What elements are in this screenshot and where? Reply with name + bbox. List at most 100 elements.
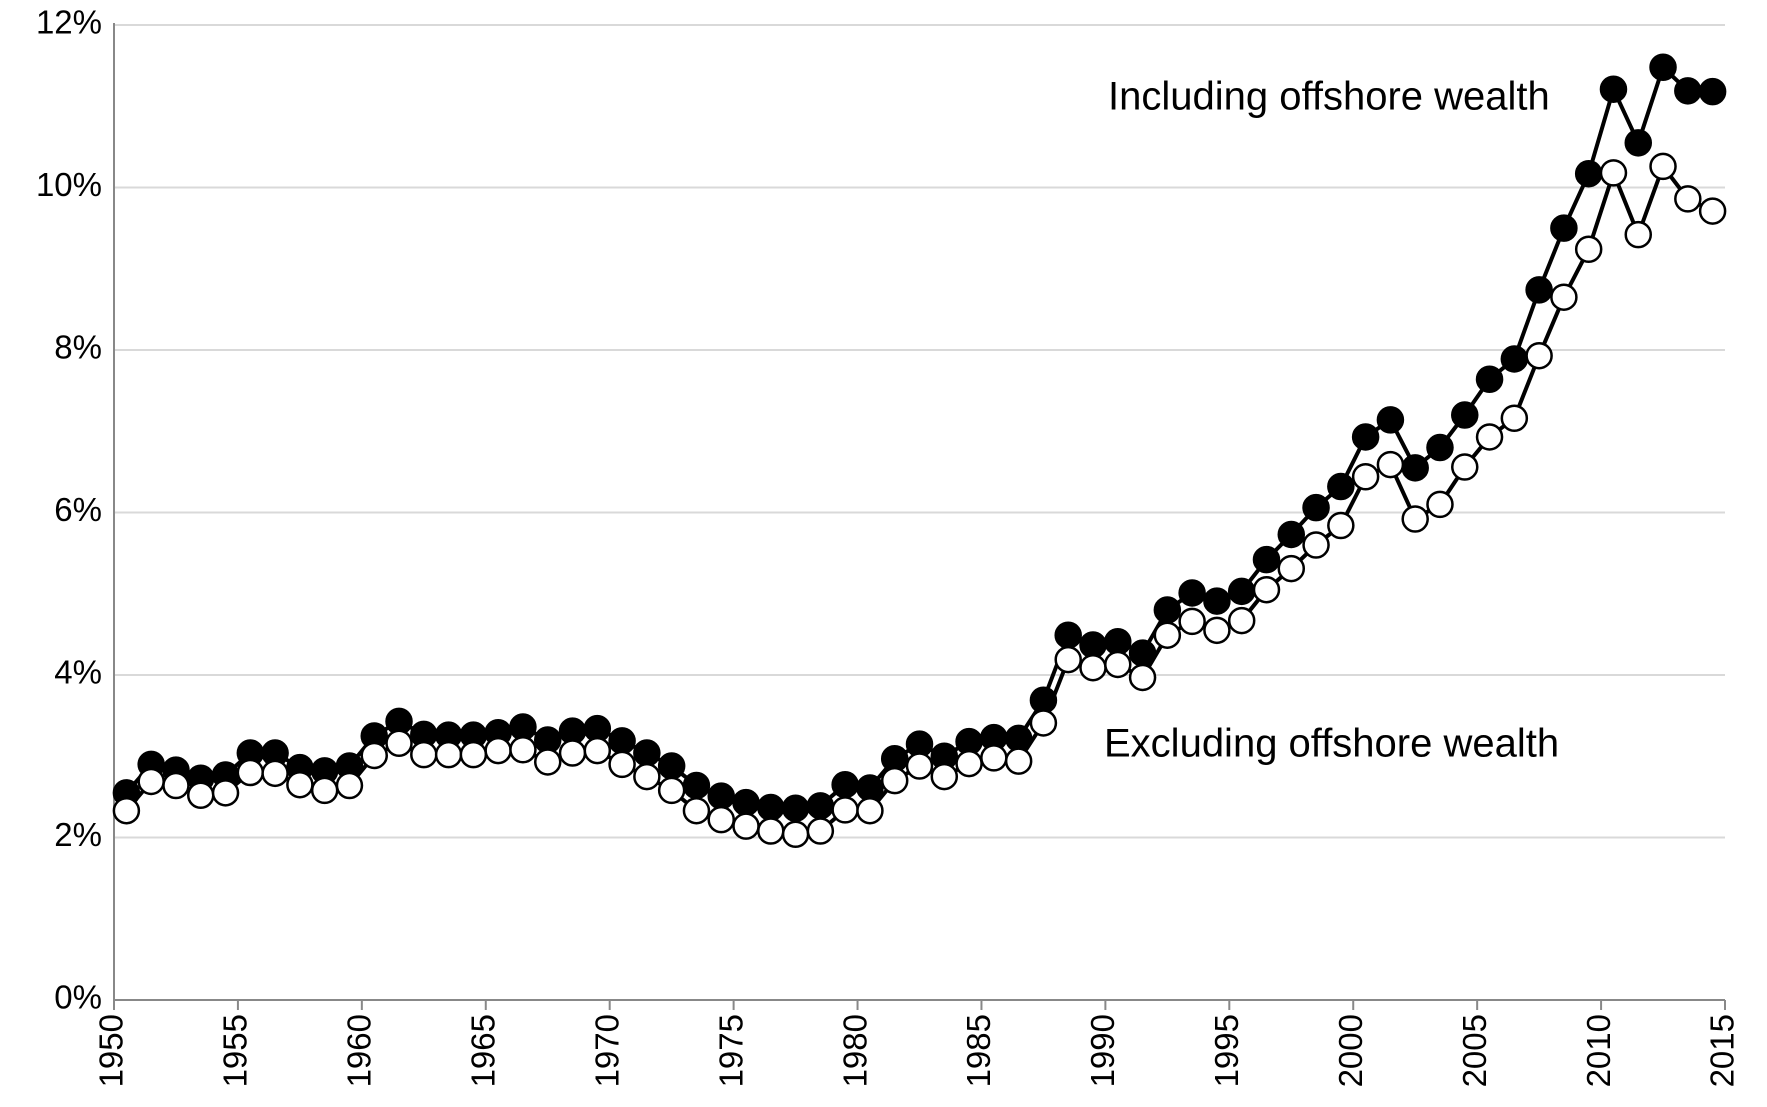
y-tick-label: 2% (54, 816, 102, 853)
data-point (1649, 53, 1677, 81)
data-point (1550, 214, 1578, 242)
data-point (1451, 453, 1479, 481)
data-point (1277, 554, 1306, 583)
data-point (236, 758, 265, 787)
data-point (1599, 75, 1628, 103)
data-point (1178, 579, 1206, 607)
data-point (385, 729, 413, 757)
data-point (633, 762, 661, 791)
data-point (831, 770, 859, 799)
data-point (1004, 747, 1033, 775)
data-point (1252, 575, 1281, 604)
data-point (211, 779, 240, 807)
data-point (509, 736, 537, 764)
x-tick-label: 1990 (1084, 1014, 1121, 1087)
data-point (1574, 235, 1603, 263)
data-point (980, 744, 1008, 772)
data-point (1426, 490, 1454, 519)
y-tick-label: 10% (36, 166, 102, 203)
data-point (1426, 433, 1454, 462)
data-point (1104, 627, 1132, 656)
data-point (831, 796, 859, 824)
data-point (310, 776, 339, 805)
data-point (1004, 724, 1033, 753)
data-point (1401, 505, 1429, 533)
data-point (707, 782, 735, 810)
data-point (583, 736, 612, 765)
data-point (1525, 276, 1553, 304)
data-point (1698, 77, 1727, 106)
x-tick-label: 1985 (960, 1014, 997, 1087)
data-point (186, 781, 215, 809)
y-tick-label: 6% (54, 491, 102, 528)
data-point (1029, 686, 1058, 714)
data-point (1178, 607, 1206, 636)
data-point (707, 805, 735, 834)
data-point (1376, 450, 1405, 479)
x-tick-label: 2005 (1456, 1014, 1493, 1087)
data-point (657, 752, 686, 780)
data-point (1351, 463, 1380, 491)
data-point (1451, 401, 1479, 429)
data-point (1079, 653, 1107, 682)
data-point (1054, 621, 1082, 649)
data-point (633, 739, 661, 767)
x-tick-label: 1965 (464, 1014, 501, 1087)
data-point (856, 774, 884, 802)
x-tick-label: 2015 (1704, 1014, 1741, 1087)
data-point (261, 759, 289, 788)
data-point (1153, 596, 1182, 624)
data-point (1302, 493, 1330, 522)
x-tick-label: 1995 (1208, 1014, 1245, 1087)
data-point (1203, 587, 1231, 615)
data-point (1698, 197, 1727, 225)
data-point (1674, 77, 1702, 105)
data-point (1475, 423, 1504, 451)
data-point (335, 771, 364, 800)
data-point (360, 741, 388, 770)
data-point (781, 794, 810, 822)
data-point (112, 796, 141, 825)
data-point (880, 766, 909, 795)
data-point (137, 767, 165, 796)
x-tick-label: 1975 (712, 1014, 749, 1087)
data-point (1203, 616, 1231, 645)
data-point (757, 817, 785, 845)
data-point (1227, 577, 1256, 606)
data-point (434, 740, 463, 769)
x-tick-label: 1950 (93, 1014, 130, 1087)
data-point (1624, 129, 1653, 157)
data-point (682, 796, 711, 825)
data-point (930, 762, 959, 791)
data-point (1351, 423, 1380, 451)
data-point (1327, 472, 1355, 501)
data-point (1153, 621, 1182, 649)
data-point (484, 736, 512, 765)
series-label: Excluding offshore wealth (1104, 722, 1559, 766)
data-point (1054, 645, 1082, 674)
data-point (459, 740, 488, 769)
data-point (905, 752, 934, 780)
data-point (410, 740, 438, 769)
data-point (657, 776, 686, 805)
x-tick-label: 1970 (588, 1014, 625, 1087)
y-tick-label: 8% (54, 329, 102, 366)
data-point (1475, 365, 1504, 393)
data-point (1500, 404, 1529, 432)
data-point (1401, 454, 1429, 482)
data-point (856, 796, 884, 825)
data-point (732, 788, 760, 817)
data-point (806, 792, 835, 820)
data-point (1252, 545, 1281, 574)
data-point (558, 739, 587, 767)
data-point (608, 727, 636, 755)
y-tick-label: 4% (54, 654, 102, 691)
data-point (1376, 406, 1405, 434)
data-point (1104, 650, 1132, 679)
data-point (757, 793, 785, 822)
data-point (781, 820, 810, 848)
y-tick-label: 0% (54, 979, 102, 1016)
data-point (162, 771, 190, 800)
